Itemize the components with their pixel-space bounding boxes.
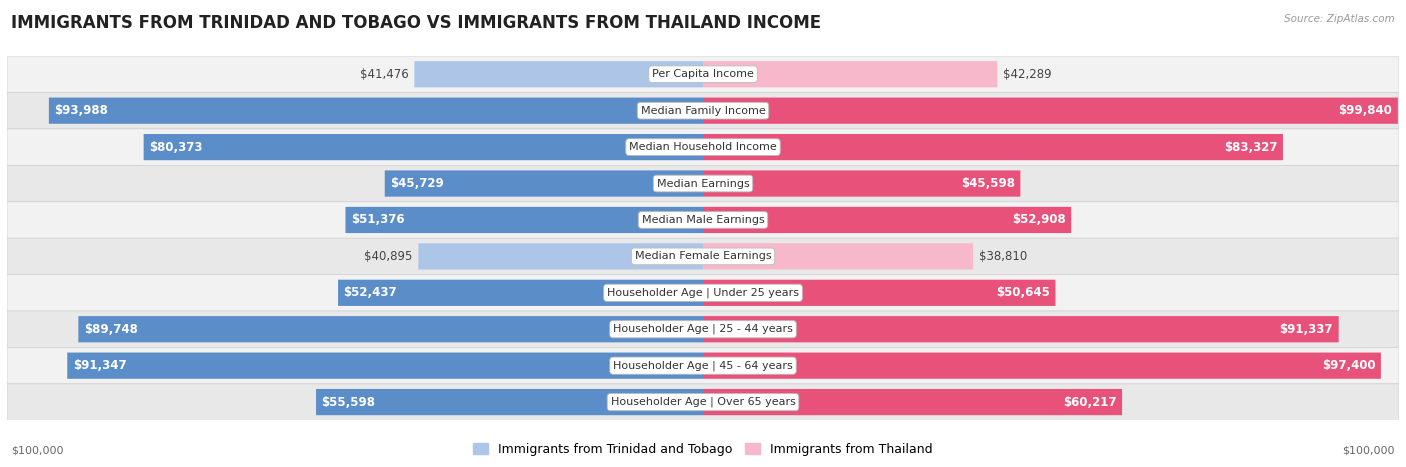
Text: $91,337: $91,337 [1279,323,1333,336]
FancyBboxPatch shape [703,98,1398,124]
FancyBboxPatch shape [7,92,1399,129]
FancyBboxPatch shape [79,316,703,342]
FancyBboxPatch shape [419,243,703,269]
Text: $80,373: $80,373 [149,141,202,154]
Text: Householder Age | Under 25 years: Householder Age | Under 25 years [607,288,799,298]
Text: $38,810: $38,810 [979,250,1026,263]
Text: $42,289: $42,289 [1002,68,1052,81]
Text: Source: ZipAtlas.com: Source: ZipAtlas.com [1284,14,1395,24]
Text: Median Household Income: Median Household Income [628,142,778,152]
FancyBboxPatch shape [346,207,703,233]
FancyBboxPatch shape [143,134,703,160]
Text: $89,748: $89,748 [84,323,138,336]
FancyBboxPatch shape [703,61,997,87]
FancyBboxPatch shape [7,238,1399,275]
Text: $97,400: $97,400 [1322,359,1375,372]
Text: $51,376: $51,376 [352,213,405,226]
Text: Householder Age | 45 - 64 years: Householder Age | 45 - 64 years [613,361,793,371]
Text: $99,840: $99,840 [1339,104,1392,117]
FancyBboxPatch shape [7,165,1399,202]
Text: $93,988: $93,988 [55,104,108,117]
Text: IMMIGRANTS FROM TRINIDAD AND TOBAGO VS IMMIGRANTS FROM THAILAND INCOME: IMMIGRANTS FROM TRINIDAD AND TOBAGO VS I… [11,14,821,32]
Legend: Immigrants from Trinidad and Tobago, Immigrants from Thailand: Immigrants from Trinidad and Tobago, Imm… [468,438,938,461]
Text: $45,729: $45,729 [391,177,444,190]
FancyBboxPatch shape [703,207,1071,233]
FancyBboxPatch shape [703,134,1282,160]
FancyBboxPatch shape [67,353,703,379]
Text: $55,598: $55,598 [322,396,375,409]
Text: Householder Age | Over 65 years: Householder Age | Over 65 years [610,397,796,407]
Text: $60,217: $60,217 [1063,396,1116,409]
FancyBboxPatch shape [415,61,703,87]
FancyBboxPatch shape [337,280,703,306]
FancyBboxPatch shape [703,170,1021,197]
FancyBboxPatch shape [49,98,703,124]
Text: $52,908: $52,908 [1012,213,1066,226]
FancyBboxPatch shape [7,347,1399,384]
Text: $50,645: $50,645 [995,286,1050,299]
Text: Householder Age | 25 - 44 years: Householder Age | 25 - 44 years [613,324,793,334]
Text: $45,598: $45,598 [960,177,1015,190]
Text: $40,895: $40,895 [364,250,413,263]
Text: $91,347: $91,347 [73,359,127,372]
Text: Median Family Income: Median Family Income [641,106,765,116]
FancyBboxPatch shape [703,389,1122,415]
FancyBboxPatch shape [703,316,1339,342]
FancyBboxPatch shape [7,202,1399,238]
Text: Median Male Earnings: Median Male Earnings [641,215,765,225]
Text: $52,437: $52,437 [343,286,398,299]
Text: Per Capita Income: Per Capita Income [652,69,754,79]
FancyBboxPatch shape [703,280,1056,306]
FancyBboxPatch shape [703,353,1381,379]
Text: $41,476: $41,476 [360,68,409,81]
FancyBboxPatch shape [385,170,703,197]
Text: $83,327: $83,327 [1223,141,1278,154]
Text: Median Earnings: Median Earnings [657,178,749,189]
FancyBboxPatch shape [7,56,1399,92]
FancyBboxPatch shape [7,311,1399,347]
FancyBboxPatch shape [703,243,973,269]
Text: Median Female Earnings: Median Female Earnings [634,251,772,262]
FancyBboxPatch shape [7,384,1399,420]
Text: $100,000: $100,000 [1343,446,1395,455]
FancyBboxPatch shape [7,275,1399,311]
Text: $100,000: $100,000 [11,446,63,455]
FancyBboxPatch shape [316,389,703,415]
FancyBboxPatch shape [7,129,1399,165]
